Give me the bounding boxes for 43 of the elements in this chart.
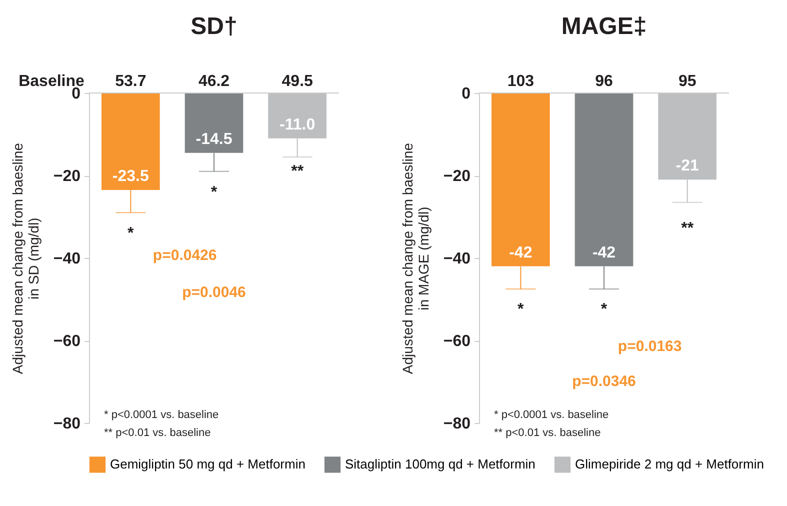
text: ** p<0.01 vs. baseline bbox=[494, 427, 601, 439]
text: 49.5 bbox=[282, 73, 314, 90]
annotation: * bbox=[128, 225, 135, 242]
y-axis-title: Adjusted mean change from baesline in SD (mg/dl) bbox=[9, 142, 42, 374]
data-label: -11.0 bbox=[280, 116, 316, 134]
y-tick-label: 0 bbox=[72, 86, 81, 102]
data-label: -42 bbox=[509, 244, 532, 262]
annotation: p=0.0346 bbox=[572, 373, 636, 390]
data-label: -21 bbox=[676, 158, 699, 175]
y-tick-label: −80 bbox=[443, 416, 471, 432]
text: 96 bbox=[595, 73, 613, 90]
data-label: -14.5 bbox=[196, 130, 232, 148]
y-tick-label: −60 bbox=[53, 333, 81, 350]
chart-title: MAGE‡ bbox=[561, 13, 647, 40]
text: 103 bbox=[507, 73, 534, 90]
legend-label: Gemigliptin 50 mg qd + Metformin bbox=[110, 456, 306, 472]
y-tick-label: −40 bbox=[443, 250, 471, 268]
y-tick-label: −20 bbox=[53, 168, 81, 185]
annotation: p=0.0426 bbox=[152, 247, 217, 264]
annotation: ** bbox=[291, 163, 304, 180]
annotation: * bbox=[600, 301, 608, 318]
annotation: * bbox=[518, 301, 525, 318]
y-tick-label: 0 bbox=[462, 86, 471, 102]
annotation: * p<0.0001 vs. baseline bbox=[494, 409, 609, 421]
annotation: * p<0.0001 vs. baseline bbox=[104, 409, 219, 421]
legend-label: Sitagliptin 100mg qd + Metformin bbox=[345, 456, 536, 472]
annotation: p=0.0163 bbox=[618, 338, 682, 355]
data-label: -23.5 bbox=[112, 168, 150, 185]
y-tick-label: −40 bbox=[53, 250, 81, 268]
legend-label: Glimepiride 2 mg qd + Metformin bbox=[575, 456, 764, 472]
text: 53.7 bbox=[115, 73, 146, 90]
data-label: -42 bbox=[592, 244, 616, 262]
y-axis-title: Adjusted mean change from baesline in MAGE (mg/dl) bbox=[399, 142, 432, 374]
annotation: * bbox=[210, 184, 218, 201]
chart-title: SD† bbox=[190, 13, 238, 40]
annotation: p=0.0046 bbox=[182, 284, 246, 301]
y-tick-label: −60 bbox=[443, 333, 471, 350]
annotation: ** bbox=[681, 220, 694, 237]
text: ** p<0.01 vs. baseline bbox=[104, 427, 211, 439]
text: 46.2 bbox=[198, 73, 230, 90]
y-tick-label: −80 bbox=[53, 416, 81, 432]
text: 95 bbox=[678, 73, 696, 90]
y-tick-label: −20 bbox=[443, 168, 471, 185]
